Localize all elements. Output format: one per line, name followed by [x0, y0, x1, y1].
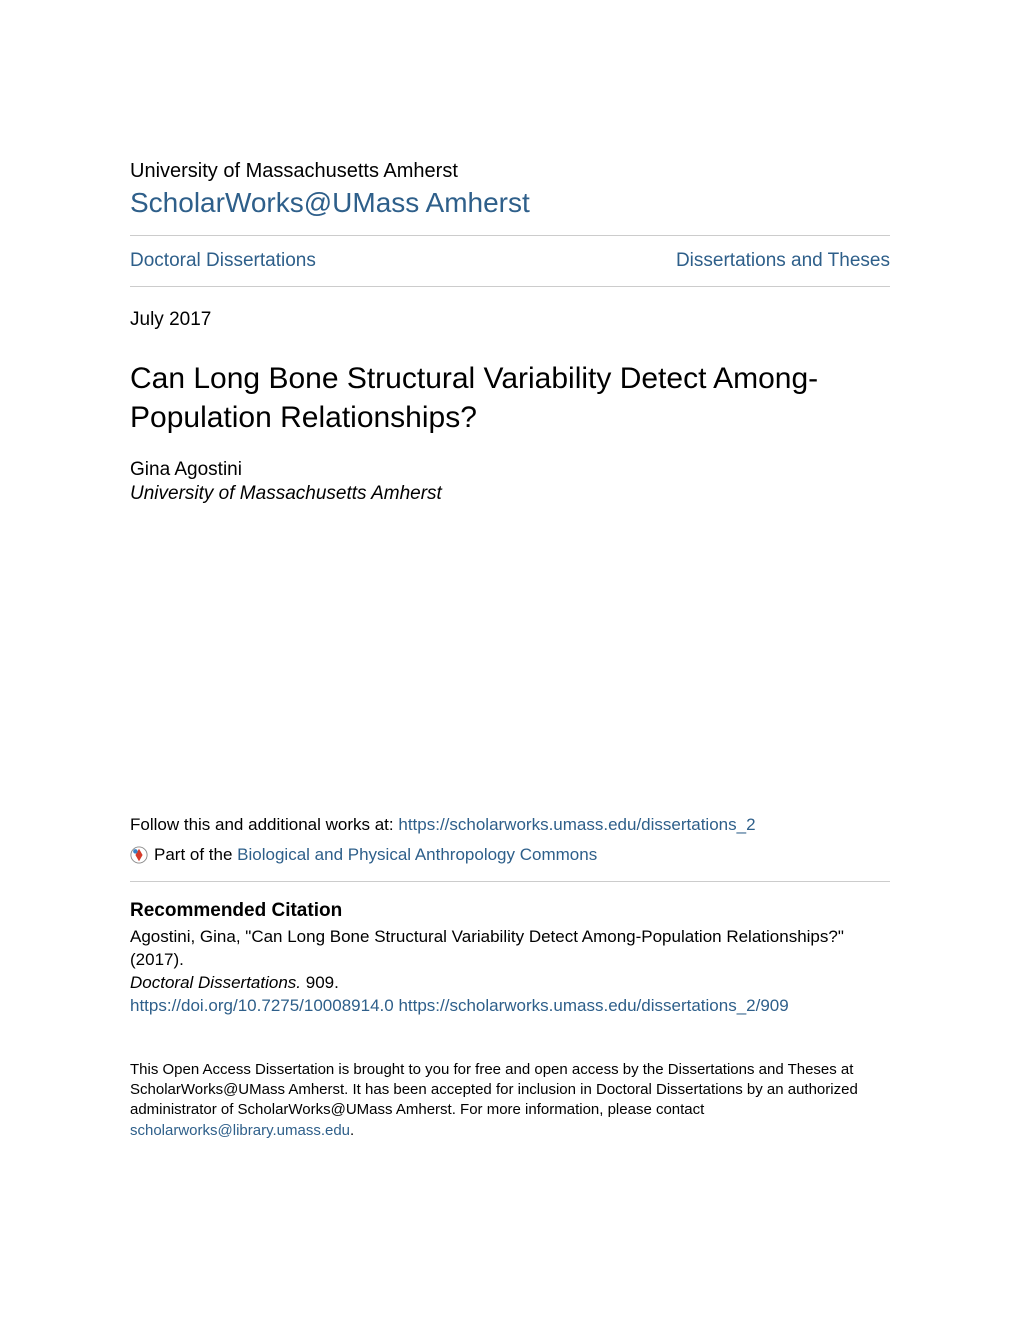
- part-of-prefix: Part of the: [154, 845, 237, 864]
- citation-series: Doctoral Dissertations.: [130, 973, 301, 992]
- open-access-footer: This Open Access Dissertation is brought…: [130, 1060, 890, 1141]
- author-name: Gina Agostini: [130, 459, 890, 481]
- breadcrumb-nav: Doctoral Dissertations Dissertations and…: [130, 236, 890, 286]
- commons-link[interactable]: Biological and Physical Anthropology Com…: [237, 845, 597, 864]
- nav-right-link[interactable]: Dissertations and Theses: [676, 250, 890, 272]
- footer-body: This Open Access Dissertation is brought…: [130, 1061, 858, 1119]
- author-affiliation: University of Massachusetts Amherst: [130, 483, 890, 505]
- citation-number: 909.: [301, 973, 339, 992]
- part-of-line: Part of the Biological and Physical Anth…: [130, 845, 890, 865]
- university-name: University of Massachusetts Amherst: [130, 160, 890, 183]
- repository-name-link[interactable]: ScholarWorks@UMass Amherst: [130, 187, 890, 219]
- divider: [130, 286, 890, 287]
- contact-email-link[interactable]: scholarworks@library.umass.edu: [130, 1122, 350, 1139]
- divider: [130, 881, 890, 882]
- page-title: Can Long Bone Structural Variability Det…: [130, 359, 890, 437]
- citation-block: Agostini, Gina, "Can Long Bone Structura…: [130, 926, 890, 1018]
- publication-date: July 2017: [130, 309, 890, 331]
- page-container: University of Massachusetts Amherst Scho…: [0, 0, 1020, 1201]
- nav-left-link[interactable]: Doctoral Dissertations: [130, 250, 316, 272]
- footer-period: .: [350, 1122, 354, 1139]
- follow-url-link[interactable]: https://scholarworks.umass.edu/dissertat…: [398, 815, 755, 834]
- doi-link[interactable]: https://doi.org/10.7275/10008914.0: [130, 996, 394, 1015]
- citation-line-1: Agostini, Gina, "Can Long Bone Structura…: [130, 927, 844, 969]
- follow-prefix: Follow this and additional works at:: [130, 815, 398, 834]
- handle-link[interactable]: https://scholarworks.umass.edu/dissertat…: [398, 996, 788, 1015]
- vertical-spacer: [130, 505, 890, 815]
- follow-works-line: Follow this and additional works at: htt…: [130, 815, 890, 835]
- commons-network-icon: [130, 846, 148, 864]
- recommended-citation-heading: Recommended Citation: [130, 900, 890, 922]
